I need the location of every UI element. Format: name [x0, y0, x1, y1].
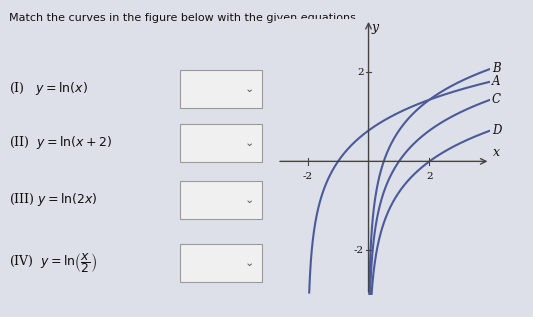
Text: (II)  $y = \ln(x + 2)$: (II) $y = \ln(x + 2)$ — [9, 134, 112, 151]
FancyBboxPatch shape — [180, 70, 262, 108]
Text: ⌄: ⌄ — [244, 84, 254, 94]
Text: Match the curves in the figure below with the given equations.: Match the curves in the figure below wit… — [9, 13, 359, 23]
FancyBboxPatch shape — [180, 181, 262, 219]
Text: (IV)  $y = \ln\!\left(\dfrac{x}{2}\right)$: (IV) $y = \ln\!\left(\dfrac{x}{2}\right)… — [9, 251, 97, 275]
Text: -2: -2 — [303, 172, 313, 182]
Text: 2: 2 — [426, 172, 433, 182]
Text: y: y — [372, 21, 379, 34]
Text: ⌄: ⌄ — [244, 195, 254, 205]
Text: 2: 2 — [357, 68, 364, 77]
Text: B: B — [492, 62, 500, 75]
Text: -2: -2 — [354, 246, 364, 255]
Text: C: C — [492, 93, 501, 106]
Text: ⌄: ⌄ — [244, 258, 254, 268]
Text: A: A — [492, 75, 500, 88]
FancyBboxPatch shape — [180, 244, 262, 282]
Text: ⌄: ⌄ — [244, 138, 254, 148]
Text: D: D — [492, 124, 501, 137]
FancyBboxPatch shape — [180, 124, 262, 162]
Text: (I)   $y = \ln(x)$: (I) $y = \ln(x)$ — [9, 80, 87, 97]
Text: x: x — [494, 146, 500, 159]
Text: (III) $y = \ln(2x)$: (III) $y = \ln(2x)$ — [9, 191, 98, 208]
